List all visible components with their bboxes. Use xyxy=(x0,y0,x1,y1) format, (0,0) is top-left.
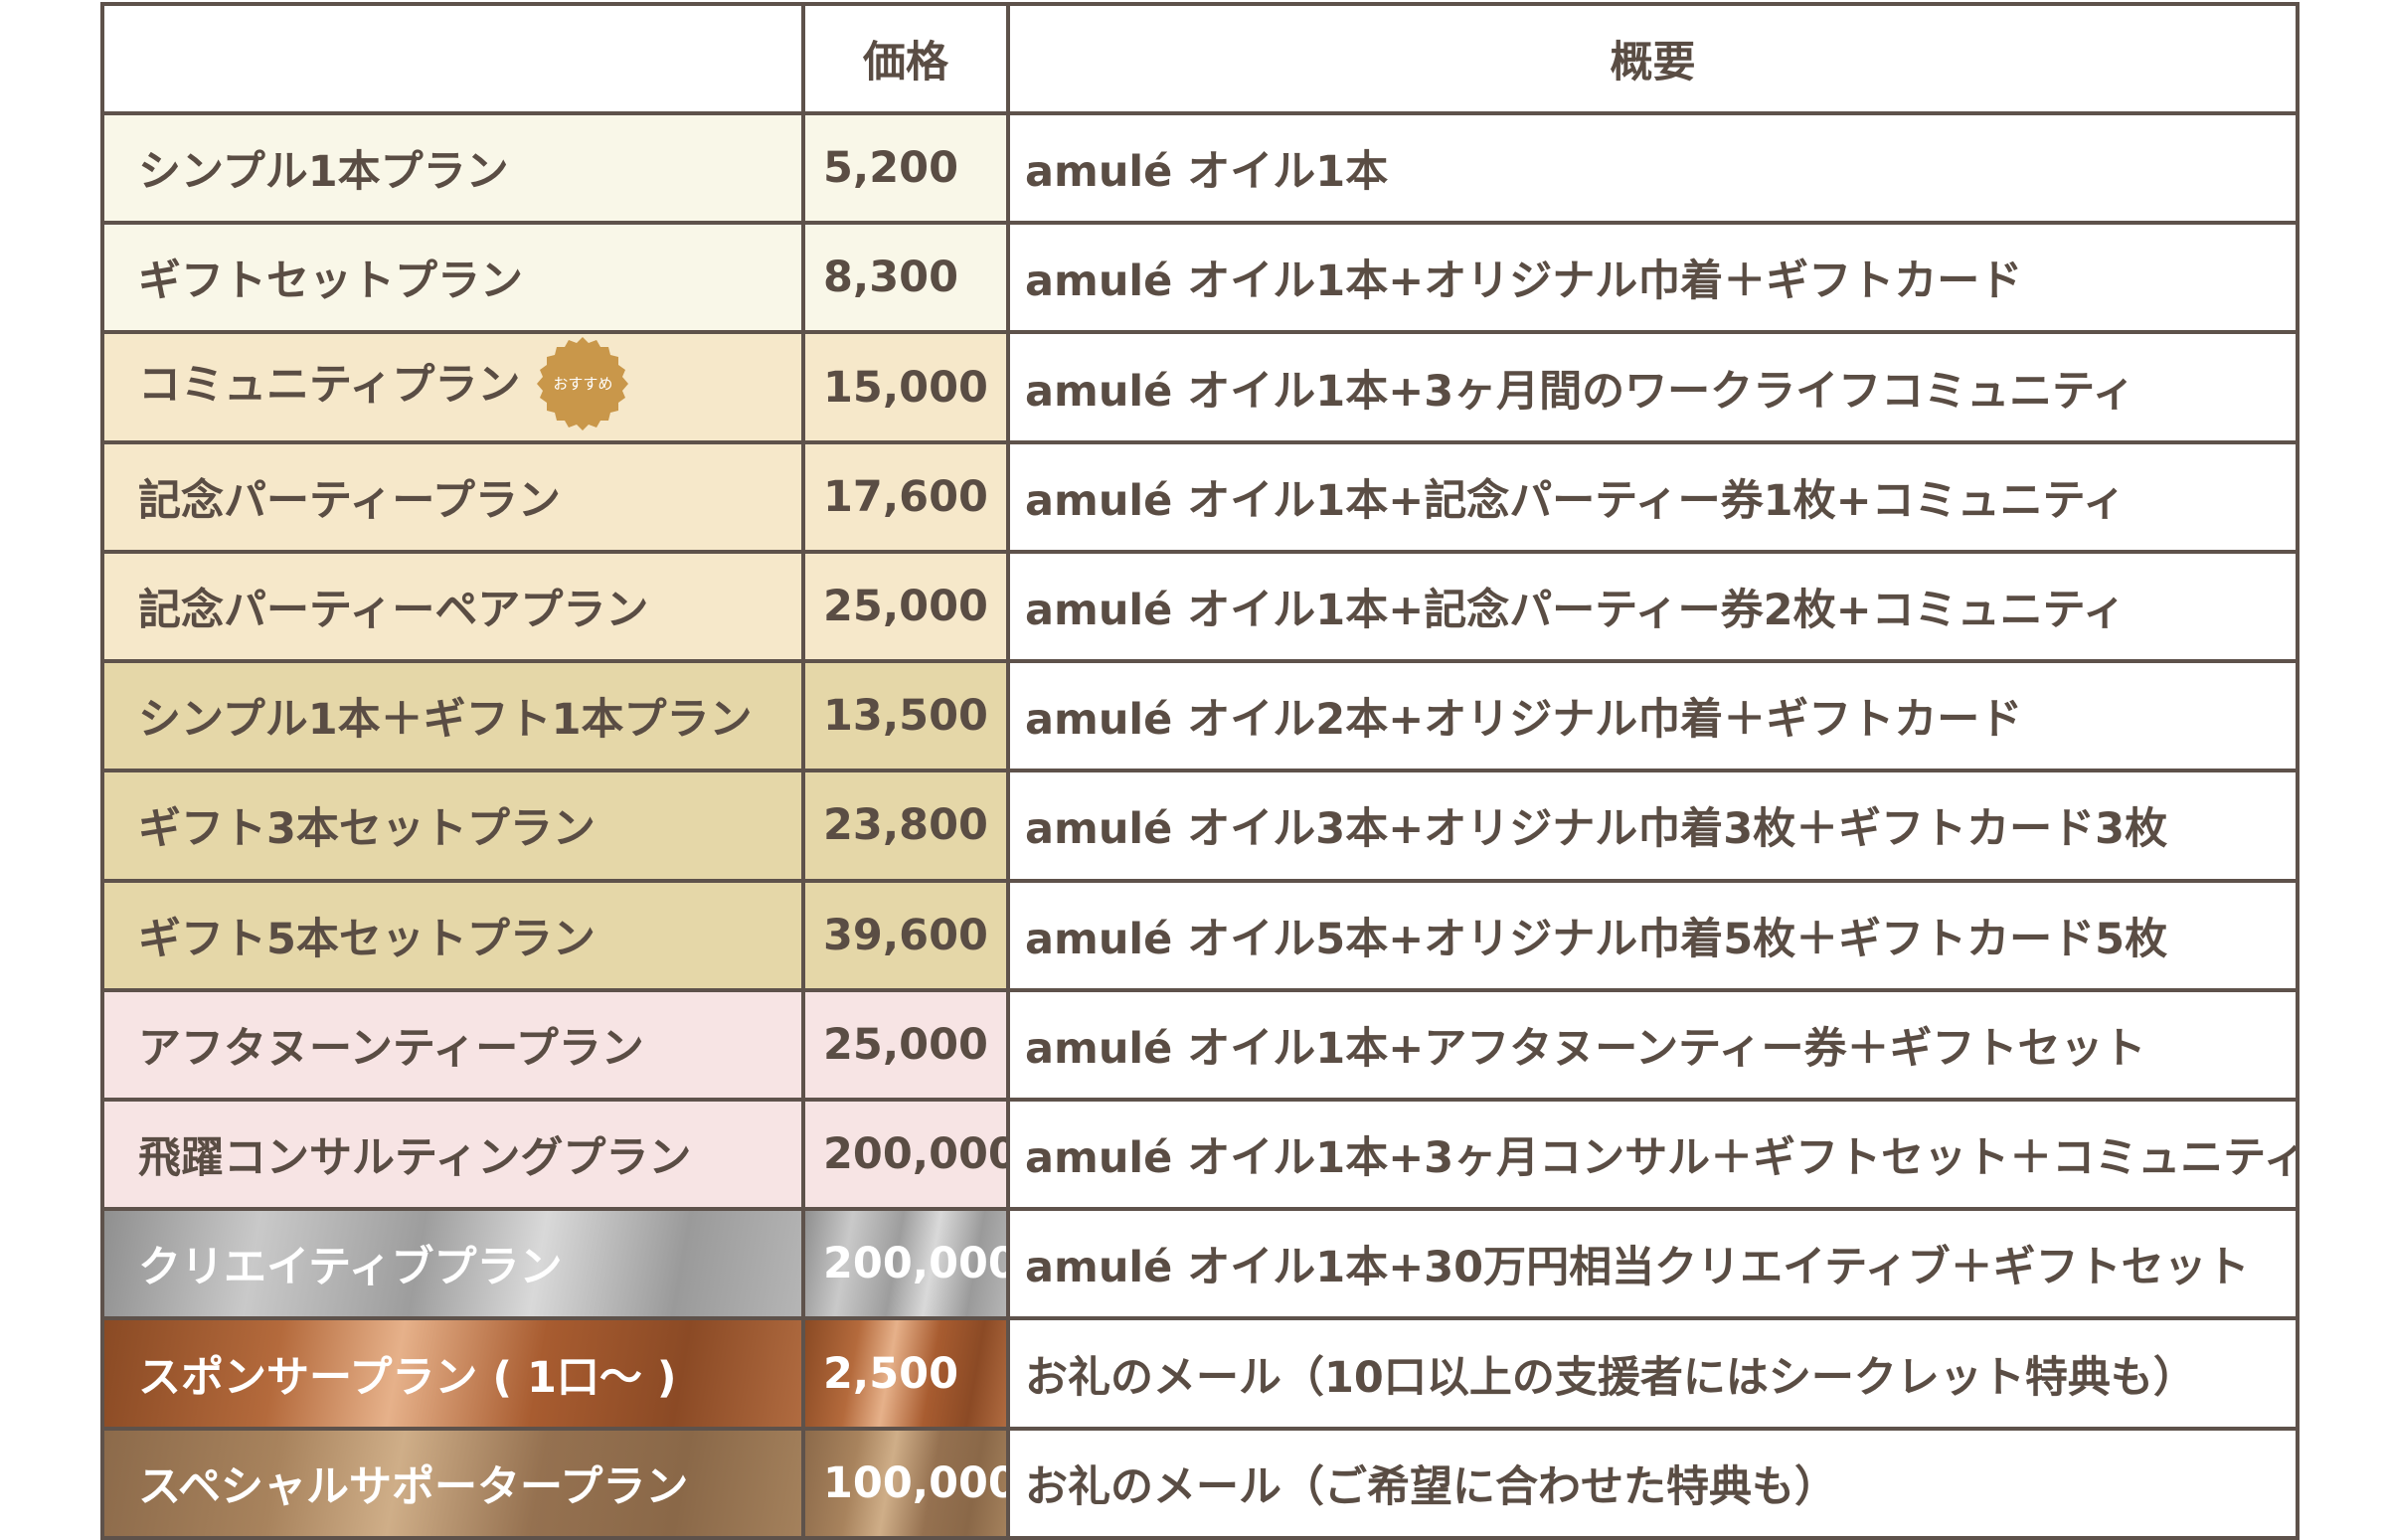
plan-name: シンプル1本プラン xyxy=(100,110,805,226)
plan-name: スポンサープラン ( 1口〜 ) xyxy=(100,1316,805,1431)
plan-description: amulé オイル1本 xyxy=(1006,110,2300,226)
plan-name: ギフト5本セットプラン xyxy=(100,878,805,992)
table-row: アフタヌーンティープラン 25,000 amulé オイル1本+アフタヌーンティ… xyxy=(100,987,2300,1102)
plan-name: スペシャルサポータープラン xyxy=(100,1426,805,1540)
plan-price: 100,000 xyxy=(801,1426,1010,1540)
plan-name-cell: コミュニティプラン おすすめ xyxy=(100,330,805,444)
plan-name: クリエイティブプラン xyxy=(100,1207,805,1321)
plan-price: 13,500 xyxy=(801,659,1010,773)
plan-price: 39,600 xyxy=(801,878,1010,992)
table-row: ギフトセットプラン 8,300 amulé オイル1本+オリジナル巾着＋ギフトカ… xyxy=(100,221,2300,335)
plan-description: amulé オイル1本+3ヶ月コンサル＋ギフトセット＋コミュニティ xyxy=(1006,1097,2300,1212)
table-row: クリエイティブプラン 200,000 amulé オイル1本+30万円相当クリエ… xyxy=(100,1207,2300,1321)
plan-description: amulé オイル1本+アフタヌーンティー券＋ギフトセット xyxy=(1006,987,2300,1102)
plan-table: 価格 概要 シンプル1本プラン 5,200 amulé オイル1本 ギフトセット… xyxy=(100,2,2300,1540)
header-summary: 概要 xyxy=(1006,2,2300,115)
table-row: シンプル1本プラン 5,200 amulé オイル1本 xyxy=(100,110,2300,226)
plan-name: シンプル1本＋ギフト1本プラン xyxy=(100,659,805,773)
table-row: スペシャルサポータープラン 100,000 お礼のメール（ご希望に合わせた特典も… xyxy=(100,1426,2300,1540)
header-plan xyxy=(100,2,805,115)
table-row: スポンサープラン ( 1口〜 ) 2,500 お礼のメール（10口以上の支援者に… xyxy=(100,1316,2300,1431)
badge-seal-icon xyxy=(537,336,629,430)
plan-description: お礼のメール（10口以上の支援者にはシークレット特典も） xyxy=(1006,1316,2300,1431)
plan-description: amulé オイル2本+オリジナル巾着＋ギフトカード xyxy=(1006,659,2300,773)
plan-name: コミュニティプラン xyxy=(138,360,521,411)
plan-name: ギフトセットプラン xyxy=(100,221,805,335)
plan-description: amulé オイル1本+記念パーティー券1枚+コミュニティ xyxy=(1006,439,2300,554)
plan-description: amulé オイル3本+オリジナル巾着3枚＋ギフトカード3枚 xyxy=(1006,769,2300,883)
plan-price: 8,300 xyxy=(801,221,1010,335)
badge-label: おすすめ xyxy=(553,374,613,393)
table-row: 記念パーティーペアプラン 25,000 amulé オイル1本+記念パーティー券… xyxy=(100,549,2300,664)
header-price: 価格 xyxy=(801,2,1010,115)
plan-name: 飛躍コンサルティングプラン xyxy=(100,1097,805,1212)
plan-price: 25,000 xyxy=(801,549,1010,664)
plan-price: 25,000 xyxy=(801,987,1010,1102)
plan-description: amulé オイル1本+30万円相当クリエイティブ＋ギフトセット xyxy=(1006,1207,2300,1321)
plan-name: アフタヌーンティープラン xyxy=(100,987,805,1102)
plan-description: amulé オイル1本+3ヶ月間のワークライフコミュニティ xyxy=(1006,330,2300,444)
table-row: シンプル1本＋ギフト1本プラン 13,500 amulé オイル2本+オリジナル… xyxy=(100,659,2300,773)
recommended-badge: おすすめ xyxy=(534,336,631,431)
plan-name: 記念パーティーペアプラン xyxy=(100,549,805,664)
plan-price: 2,500 xyxy=(801,1316,1010,1431)
plan-price: 200,000 xyxy=(801,1207,1010,1321)
plan-price: 23,800 xyxy=(801,769,1010,883)
plan-price: 5,200 xyxy=(801,110,1010,226)
table-row: 飛躍コンサルティングプラン 200,000 amulé オイル1本+3ヶ月コンサ… xyxy=(100,1097,2300,1212)
plan-name: 記念パーティープラン xyxy=(100,439,805,554)
table-row: ギフト5本セットプラン 39,600 amulé オイル5本+オリジナル巾着5枚… xyxy=(100,878,2300,992)
plan-description: amulé オイル5本+オリジナル巾着5枚＋ギフトカード5枚 xyxy=(1006,878,2300,992)
header-row: 価格 概要 xyxy=(100,2,2300,115)
plan-price: 17,600 xyxy=(801,439,1010,554)
plan-name: ギフト3本セットプラン xyxy=(100,769,805,883)
table-row: 記念パーティープラン 17,600 amulé オイル1本+記念パーティー券1枚… xyxy=(100,439,2300,554)
plan-description: amulé オイル1本+記念パーティー券2枚+コミュニティ xyxy=(1006,549,2300,664)
plan-description: amulé オイル1本+オリジナル巾着＋ギフトカード xyxy=(1006,221,2300,335)
plan-price: 15,000 xyxy=(801,330,1010,444)
plan-description: お礼のメール（ご希望に合わせた特典も） xyxy=(1006,1426,2300,1540)
plan-price: 200,000 xyxy=(801,1097,1010,1212)
table-row: コミュニティプラン おすすめ 15,000 amulé オイル1本+3ヶ月間のワー… xyxy=(100,330,2300,444)
table-row: ギフト3本セットプラン 23,800 amulé オイル3本+オリジナル巾着3枚… xyxy=(100,769,2300,883)
